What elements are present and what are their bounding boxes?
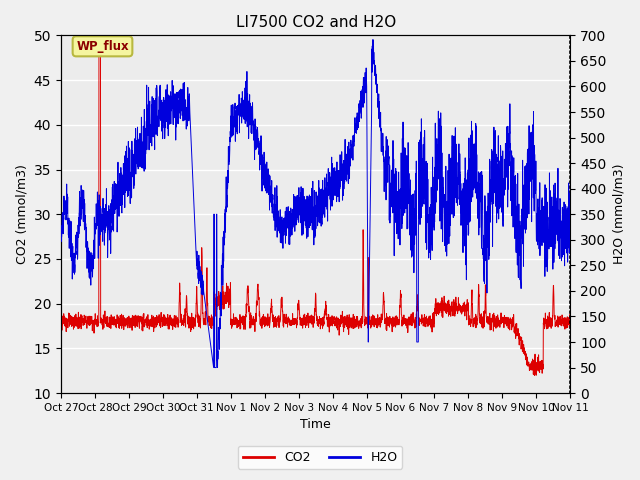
X-axis label: Time: Time [300,419,331,432]
Y-axis label: H2O (mmol/m3): H2O (mmol/m3) [612,164,625,264]
Title: LI7500 CO2 and H2O: LI7500 CO2 and H2O [236,15,396,30]
Legend: CO2, H2O: CO2, H2O [237,446,403,469]
Text: WP_flux: WP_flux [76,40,129,53]
Y-axis label: CO2 (mmol/m3): CO2 (mmol/m3) [15,164,28,264]
